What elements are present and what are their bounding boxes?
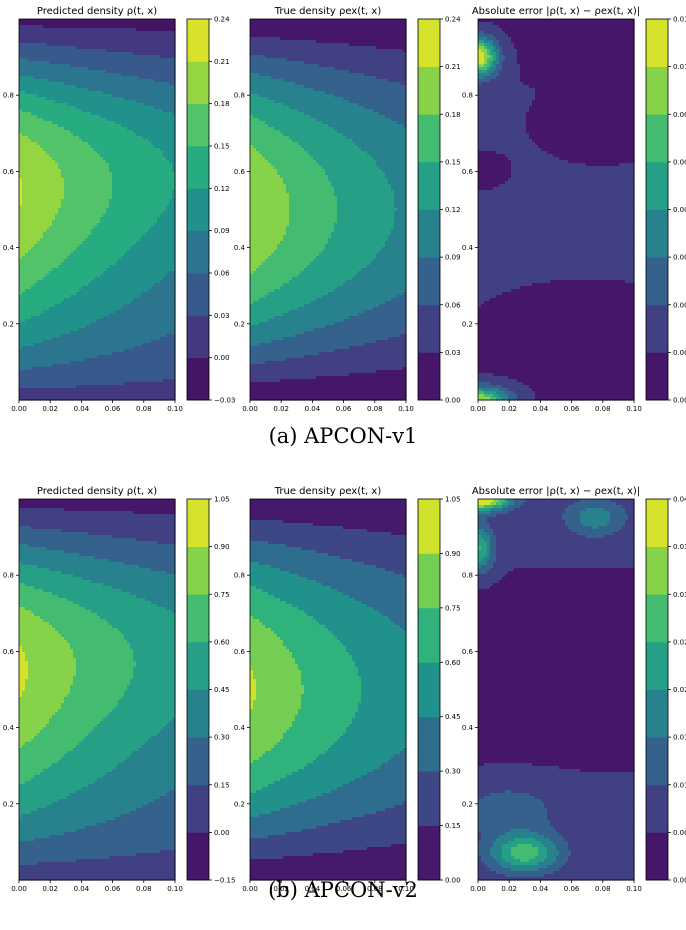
panel-a-pred: Predicted density ρ(t, x)0.00 0.02 0.04 0.0…	[3, 6, 236, 413]
panel-title: Predicted density ρ(t, x)	[37, 6, 157, 17]
heatmap	[19, 19, 176, 401]
